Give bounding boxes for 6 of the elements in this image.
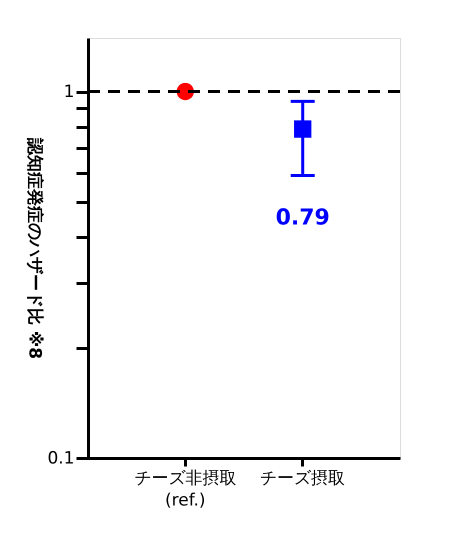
- x-tick-label: チーズ摂取: [260, 468, 346, 488]
- y-tick-label: 0.1: [47, 448, 74, 468]
- data-label: 0.79: [276, 206, 330, 231]
- y-tick-label: 1: [64, 82, 74, 102]
- y-axis-title: 認知症発症のハザード比 ※8: [24, 136, 44, 360]
- x-tick-label: チーズ非摂取 (ref.): [134, 468, 236, 510]
